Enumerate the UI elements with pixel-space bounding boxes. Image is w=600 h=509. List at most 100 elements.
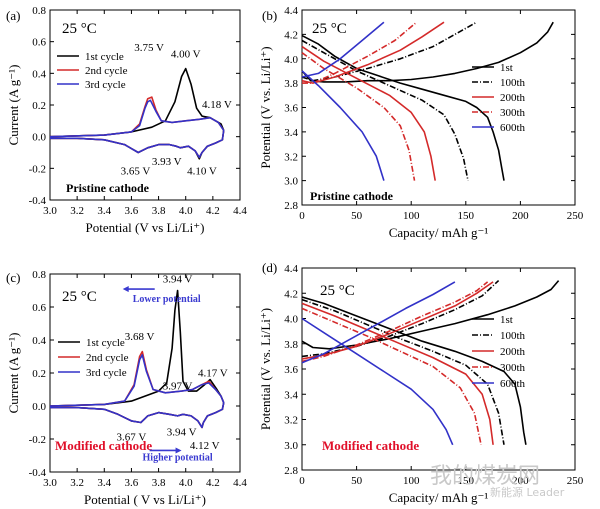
y-axis-title: Potential (V vs. Li/Li⁺): [258, 46, 273, 168]
y-tick-label: 3.0: [284, 440, 298, 452]
series-line-d-7: [301, 307, 482, 445]
y-tick-label: 2.8: [284, 465, 298, 477]
y-axis-title: Current (A g⁻¹): [6, 333, 21, 414]
y-tick-label: 4.4: [284, 5, 298, 17]
arrow-note: Lower potential: [133, 294, 201, 305]
series-line-d-5: [301, 302, 494, 445]
peak-label: 3.68 V: [125, 331, 155, 343]
series-line-d-6: [301, 281, 489, 363]
peak-label: 4.18 V: [202, 99, 232, 111]
y-axis-title: Potential (V vs. Li/Li⁺): [258, 308, 273, 430]
y-tick-label: 0.4: [32, 68, 46, 80]
x-tick-label: 200: [512, 475, 529, 487]
legend-label: 600th: [500, 122, 526, 134]
x-tick-label: 3.8: [152, 205, 166, 217]
peak-label: 3.97 V: [163, 381, 193, 393]
x-tick-label: 4.2: [206, 205, 220, 217]
x-tick-label: 4.0: [179, 205, 193, 217]
x-axis-title: Potential ( V vs Li/Li⁺): [84, 492, 206, 507]
arrow-left-head: [122, 286, 129, 293]
y-tick-label: 3.8: [284, 78, 298, 90]
y-tick-label: 3.6: [284, 103, 298, 115]
series-line-b-9: [301, 70, 385, 181]
series-line-b-1: [301, 34, 505, 181]
peak-label: 4.10 V: [187, 166, 217, 178]
series-line-a-0: [49, 67, 225, 160]
x-tick-label: 0: [299, 475, 305, 487]
legend-label: 100th: [500, 77, 526, 89]
y-tick-label: 2.8: [284, 200, 298, 212]
y-tick-label: 4.2: [284, 29, 298, 41]
temperature-label: 25 °C: [320, 283, 355, 299]
legend-label: 3rd cycle: [86, 367, 127, 379]
x-tick-label: 250: [567, 210, 584, 222]
x-tick-label: 3.4: [97, 205, 111, 217]
y-tick-label: 3.6: [284, 364, 298, 376]
x-tick-label: 50: [351, 475, 363, 487]
legend-label: 2nd cycle: [86, 352, 129, 364]
legend-label: 600th: [500, 378, 526, 390]
series-line-d-9: [301, 317, 454, 446]
x-tick-label: 3.0: [43, 205, 57, 217]
x-axis-title: Capacity/ mAh g⁻¹: [389, 490, 489, 505]
panel-label: (a): [6, 8, 20, 23]
peak-label: 4.12 V: [190, 440, 220, 452]
x-tick-label: 3.6: [125, 205, 139, 217]
arrow-note: Higher potential: [143, 452, 213, 463]
temperature-label: 25 °C: [62, 21, 97, 37]
y-tick-label: 3.8: [284, 339, 298, 351]
x-tick-label: 250: [567, 475, 584, 487]
y-tick-label: 3.2: [284, 415, 298, 427]
x-axis-title: Potential (V vs Li/Li⁺): [86, 220, 205, 235]
y-tick-label: -0.2: [29, 163, 46, 175]
legend-label: 200th: [500, 92, 526, 104]
peak-label: 3.67 V: [117, 432, 147, 444]
legend-label: 300th: [500, 107, 526, 119]
x-tick-label: 100: [403, 475, 420, 487]
y-tick-label: -0.4: [29, 195, 47, 207]
cathode-annotation: Modified cathode: [55, 438, 152, 453]
y-axis-title: Current (A g⁻¹): [6, 65, 21, 146]
legend-label: 200th: [500, 346, 526, 358]
watermark-text: 我的煤炭网: [430, 464, 541, 489]
y-tick-label: 0.6: [32, 302, 46, 314]
peak-label: 3.94 V: [163, 273, 193, 285]
series-line-b-8: [301, 21, 385, 78]
series-line-d-4: [301, 281, 494, 360]
x-tick-label: 0: [299, 210, 305, 222]
panel-label: (d): [262, 260, 277, 275]
legend-label: 2nd cycle: [85, 65, 128, 77]
x-tick-label: 200: [512, 210, 529, 222]
legend-label: 1st: [500, 314, 513, 326]
plot-frame-b: [301, 9, 576, 206]
x-axis-title: Capacity/ mAh g⁻¹: [389, 225, 489, 240]
series-line-b-4: [301, 21, 445, 84]
legend-label: 3rd cycle: [85, 79, 126, 91]
watermark-small-text: 新能源 Leader: [490, 486, 565, 499]
arrow-right-head: [175, 447, 182, 454]
y-tick-label: 3.2: [284, 151, 298, 163]
series-line-b-5: [301, 45, 436, 181]
y-tick-label: 4.0: [284, 54, 298, 66]
x-tick-label: 3.2: [70, 477, 84, 489]
legend-label: 1st: [500, 62, 513, 74]
peak-label: 4.00 V: [171, 49, 201, 61]
y-tick-label: -0.4: [29, 467, 47, 479]
series-line-b-0: [301, 21, 554, 83]
peak-label: 4.17 V: [198, 367, 228, 379]
series-line-c-2: [49, 354, 225, 429]
y-tick-label: 0.6: [32, 37, 46, 49]
x-tick-label: 50: [351, 210, 363, 222]
x-tick-label: 3.2: [70, 205, 84, 217]
peak-label: 3.75 V: [134, 42, 164, 54]
peak-label: 3.94 V: [167, 427, 197, 439]
x-tick-label: 3.4: [97, 477, 111, 489]
series-line-b-2: [301, 21, 478, 82]
y-tick-label: 0.8: [32, 5, 46, 17]
x-tick-label: 3.0: [43, 477, 57, 489]
temperature-label: 25 °C: [312, 21, 347, 37]
panel-label: (b): [262, 8, 277, 23]
series-line-d-2: [301, 280, 500, 358]
y-tick-label: 4.4: [284, 263, 298, 275]
